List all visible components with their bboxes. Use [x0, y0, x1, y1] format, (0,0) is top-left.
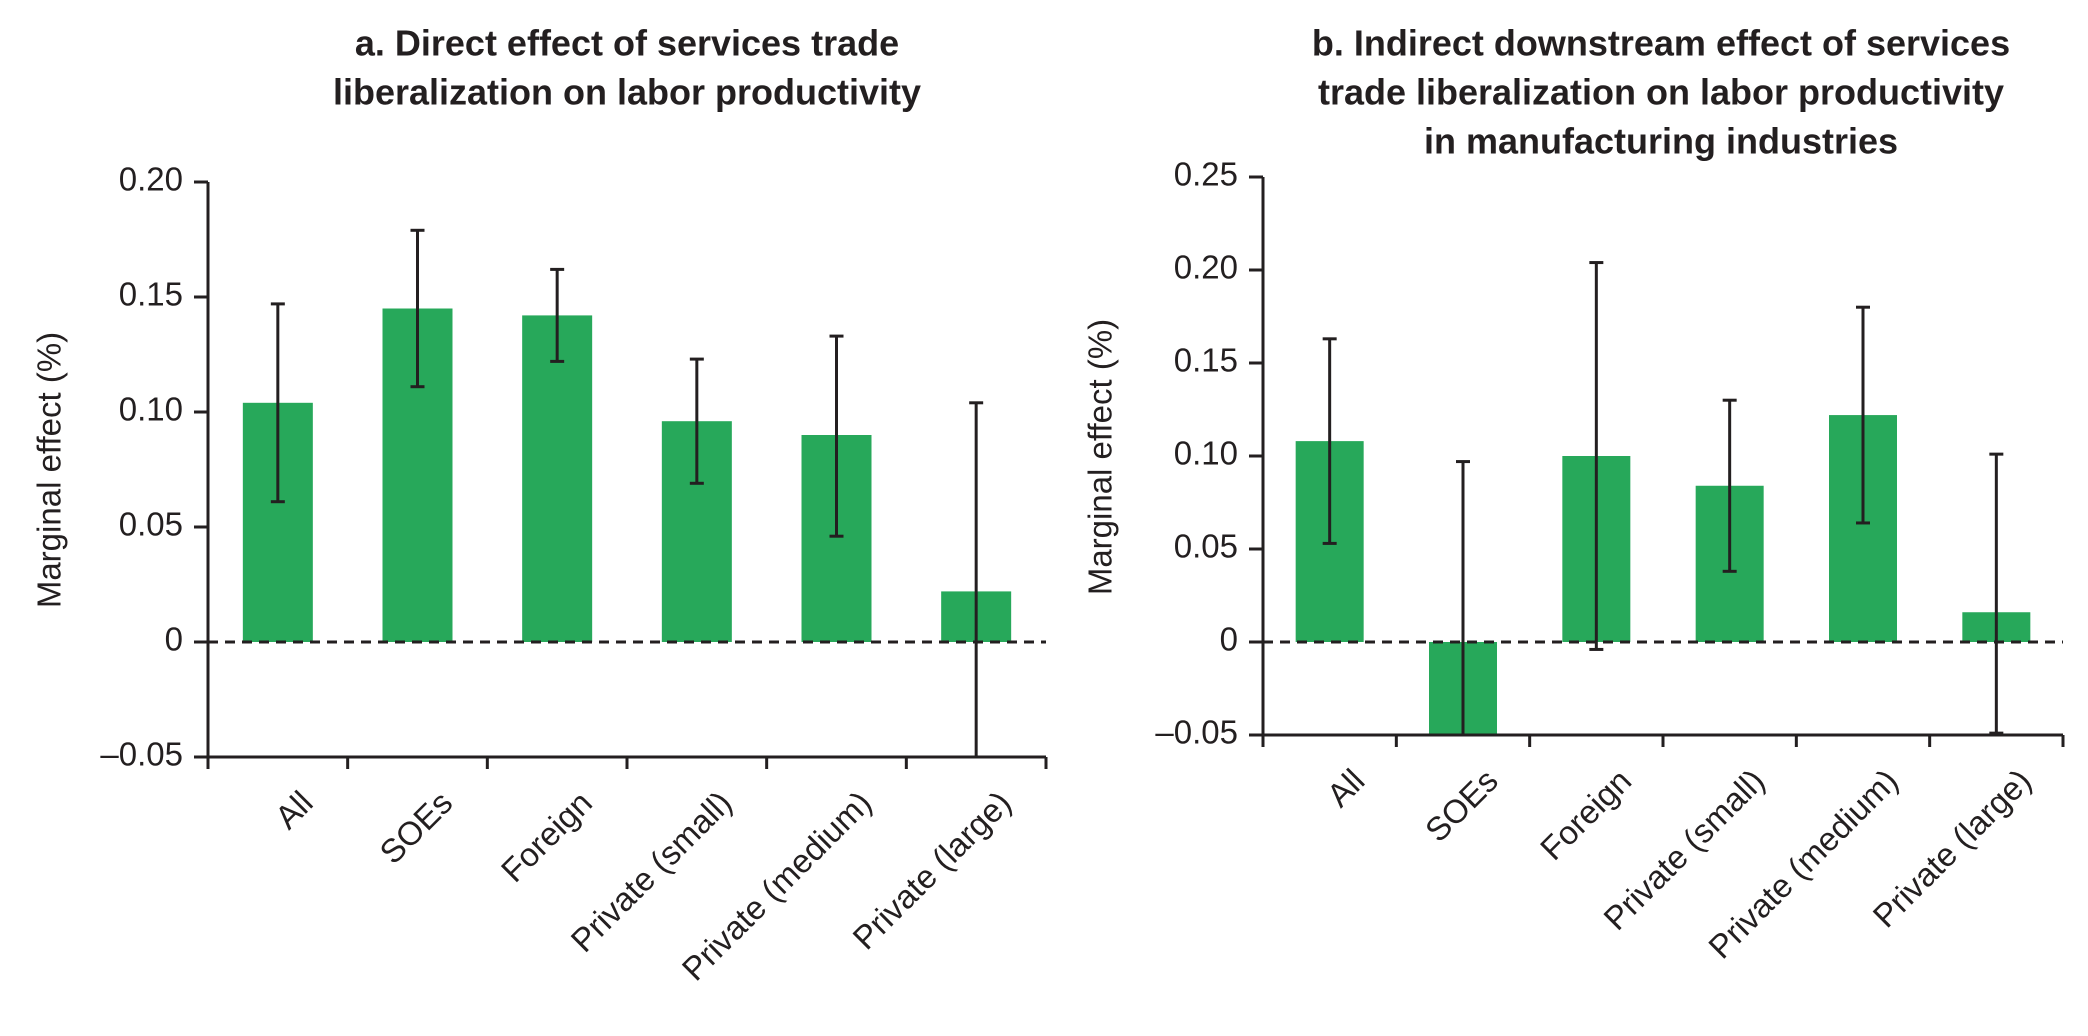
- category-label-foreign: Foreign: [494, 784, 599, 889]
- y-tick-label: 0.10: [1174, 435, 1238, 472]
- error-bar-private-medium: [1856, 305, 1870, 525]
- error-bar-private-medium: [829, 334, 844, 538]
- error-bar-all: [270, 302, 285, 504]
- error-bar-all: [1322, 337, 1337, 545]
- chart-title-line: a. Direct effect of services trade: [355, 23, 899, 64]
- category-label-soes: SOEs: [372, 784, 459, 871]
- chart-title-line: in manufacturing industries: [1424, 121, 1898, 162]
- y-tick-label: 0.05: [119, 506, 183, 543]
- error-bar-foreign: [550, 267, 565, 363]
- y-tick-label: 0: [1220, 621, 1238, 658]
- y-tick-label: 0.15: [119, 276, 183, 313]
- y-tick-label: –0.05: [100, 736, 183, 773]
- y-tick-label: 0.25: [1174, 156, 1238, 193]
- category-label-all: All: [1319, 762, 1371, 814]
- category-label-soes: SOEs: [1418, 762, 1505, 849]
- y-tick-label: 0.05: [1174, 528, 1238, 565]
- error-bar-private-small: [1722, 398, 1737, 573]
- error-bar-private-small: [689, 357, 704, 485]
- y-tick-label: 0.20: [1174, 249, 1238, 286]
- category-label-all: All: [268, 784, 320, 836]
- y-tick-label: 0.20: [119, 161, 183, 198]
- category-label-foreign: Foreign: [1533, 762, 1638, 867]
- error-bar-soes: [410, 228, 425, 389]
- panel-b: b. Indirect downstream effect of service…: [1082, 23, 2065, 966]
- y-tick-label: 0: [165, 621, 183, 658]
- error-bar-foreign: [1589, 261, 1604, 651]
- bar-foreign: [522, 315, 593, 642]
- error-bar-private-large: [969, 401, 984, 759]
- chart-title-line: b. Indirect downstream effect of service…: [1312, 23, 2010, 64]
- panel-a: a. Direct effect of services trade libera…: [31, 23, 1048, 988]
- y-axis-label: Marginal effect (%): [1082, 319, 1119, 595]
- chart-title-line: trade liberalization on labor productivi…: [1318, 72, 2004, 113]
- y-tick-label: 0.10: [119, 391, 183, 428]
- y-tick-label: –0.05: [1155, 714, 1238, 751]
- error-bar-private-large: [1989, 452, 2004, 735]
- chart-title-line: liberalization on labor productivity: [333, 72, 921, 113]
- y-tick-label: 0.15: [1174, 342, 1238, 379]
- y-axis-label: Marginal effect (%): [31, 332, 68, 608]
